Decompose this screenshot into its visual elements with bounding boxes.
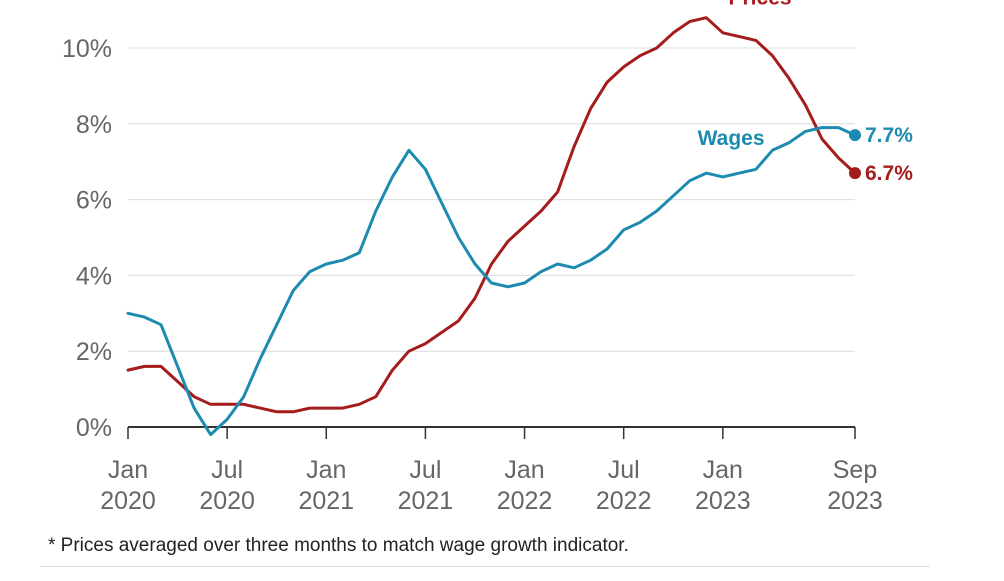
y-tick-label: 4% <box>76 262 112 290</box>
wages-end-marker <box>849 129 861 142</box>
bottom-rule <box>40 566 930 567</box>
footnote: * Prices averaged over three months to m… <box>48 535 629 556</box>
y-tick-label: 8% <box>76 111 112 139</box>
wages-line <box>126 126 857 437</box>
line-chart: 0% 2% 4% 6% 8% 10% Jan 2020 Jul 2020 Jan 2021 Jul 20… <box>62 0 914 515</box>
series-labels: 6.7% Prices* 7.7% Wages <box>698 0 914 185</box>
prices-series-label: Prices* <box>729 0 801 10</box>
x-tick-label: Jul 2020 <box>199 456 255 515</box>
gridlines <box>128 47 855 428</box>
y-tick-label: 2% <box>76 338 112 366</box>
x-tick-label: Jan 2020 <box>100 456 156 515</box>
prices-line <box>126 16 857 414</box>
x-axis: Jan 2020 Jul 2020 Jan 2021 Jul 2021 Jan 2022 Jul 20… <box>100 427 883 515</box>
x-tick-label: Jul 2021 <box>398 456 454 515</box>
prices-end-label: 6.7% <box>865 162 913 185</box>
x-tick-label: Sep 2023 <box>827 456 883 515</box>
x-tick-label: Jan 2021 <box>298 456 354 515</box>
y-tick-label: 6% <box>76 187 112 215</box>
series-lines <box>126 16 861 437</box>
x-tick-label: Jul 2022 <box>596 456 652 515</box>
y-tick-label: 0% <box>76 414 112 442</box>
y-tick-label: 10% <box>62 35 112 63</box>
x-tick-label: Jan 2023 <box>695 456 751 515</box>
wages-end-label: 7.7% <box>865 124 913 147</box>
wages-series-label: Wages <box>698 127 765 150</box>
y-axis: 0% 2% 4% 6% 8% 10% <box>62 35 112 442</box>
x-tick-label: Jan 2022 <box>497 456 553 515</box>
prices-end-marker <box>849 167 861 180</box>
